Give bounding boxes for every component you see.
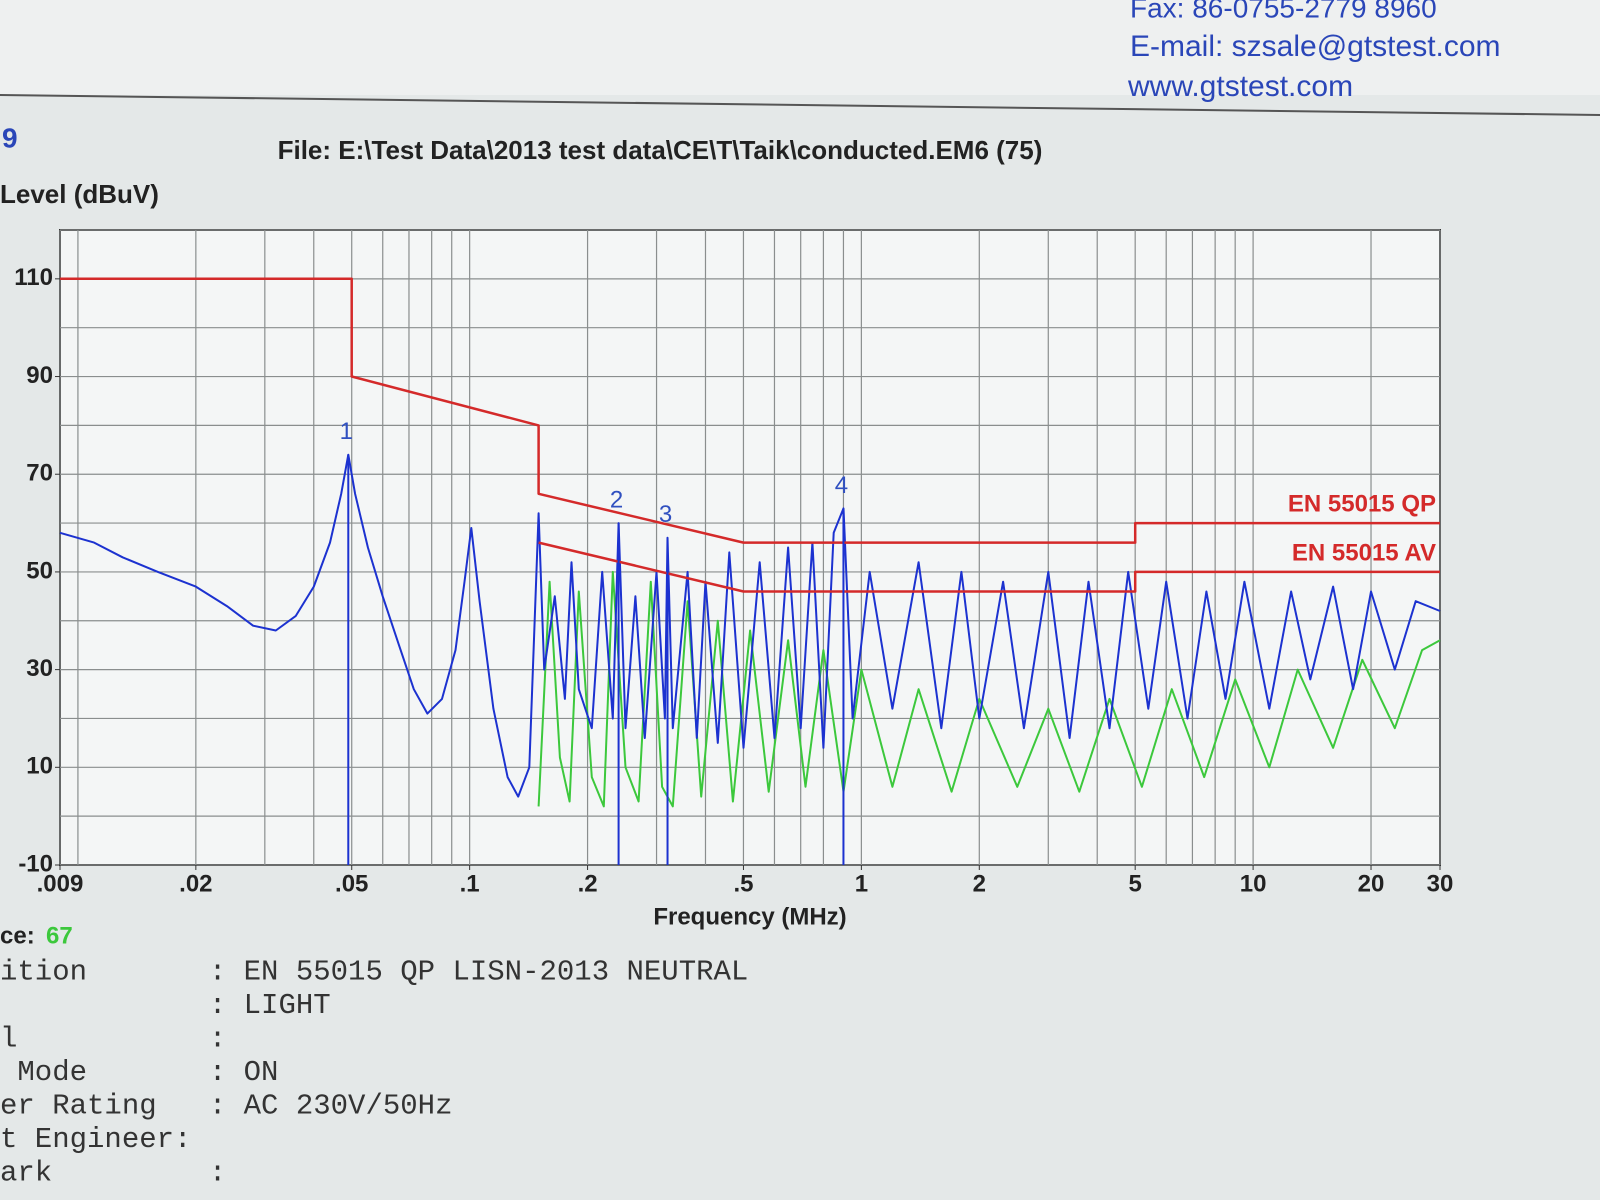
- chart-title: File: E:\Test Data\2013 test data\CE\T\T…: [278, 135, 1043, 165]
- marker-label: 4: [835, 472, 848, 499]
- series-line: [59, 453, 1441, 798]
- y-tick-label: 70: [26, 460, 53, 487]
- series-line: [537, 570, 1441, 808]
- series-line: [538, 541, 1440, 593]
- x-tick-label: 2: [973, 870, 986, 897]
- website: www.gtstest.com: [1127, 70, 1353, 103]
- info-line: ition : EN 55015 QP LISN-2013 NEUTRAL: [0, 956, 748, 989]
- info-line: er Rating : AC 230V/50Hz: [0, 1090, 452, 1123]
- x-tick-label: 10: [1240, 870, 1267, 897]
- info-line: Mode : ON: [0, 1056, 278, 1089]
- info-line: : LIGHT: [0, 989, 331, 1022]
- x-tick-label: 1: [855, 870, 868, 897]
- info-line: l :: [0, 1023, 226, 1056]
- y-tick-label: 90: [26, 362, 53, 389]
- corner-number: 9: [2, 122, 18, 153]
- x-tick-label: .05: [335, 870, 368, 897]
- info-block: ition : EN 55015 QP LISN-2013 NEUTRAL : …: [0, 956, 748, 1190]
- y-tick-label: 50: [26, 557, 53, 584]
- x-tick-label: .5: [733, 870, 753, 897]
- y-tick-label: 110: [14, 264, 53, 291]
- series-line: [60, 277, 1440, 544]
- header-panel: [0, 0, 1600, 95]
- x-tick-label: .009: [37, 870, 84, 897]
- marker-label: 2: [610, 486, 623, 513]
- plot-area: [59, 229, 1441, 866]
- header-rule: [0, 94, 1600, 116]
- x-tick-label: .1: [460, 870, 480, 897]
- marker-label: 3: [659, 501, 672, 528]
- x-tick-label: .02: [179, 870, 212, 897]
- y-axis-label: Level (dBuV): [0, 179, 159, 209]
- email: E-mail: szsale@gtstest.com: [1130, 30, 1501, 63]
- y-tick-label: 30: [26, 655, 53, 682]
- info-line: t Engineer:: [0, 1123, 191, 1156]
- y-tick-label: 10: [26, 753, 53, 780]
- x-axis-label: Frequency (MHz): [653, 903, 846, 930]
- x-tick-label: .2: [578, 870, 598, 897]
- fax: Fax: 86-0755-2779 8960: [1130, 0, 1437, 23]
- trace-label: ce:: [0, 922, 35, 949]
- x-tick-label: 20: [1358, 870, 1385, 897]
- trace-value: 67: [46, 922, 73, 949]
- x-tick-label: 30: [1427, 870, 1454, 897]
- limit-label: EN 55015 AV: [1292, 539, 1436, 566]
- x-tick-label: 5: [1128, 870, 1141, 897]
- limit-label: EN 55015 QP: [1288, 490, 1436, 517]
- marker-label: 1: [340, 418, 353, 445]
- info-line: ark :: [0, 1157, 226, 1190]
- y-tick-label: -10: [18, 850, 53, 877]
